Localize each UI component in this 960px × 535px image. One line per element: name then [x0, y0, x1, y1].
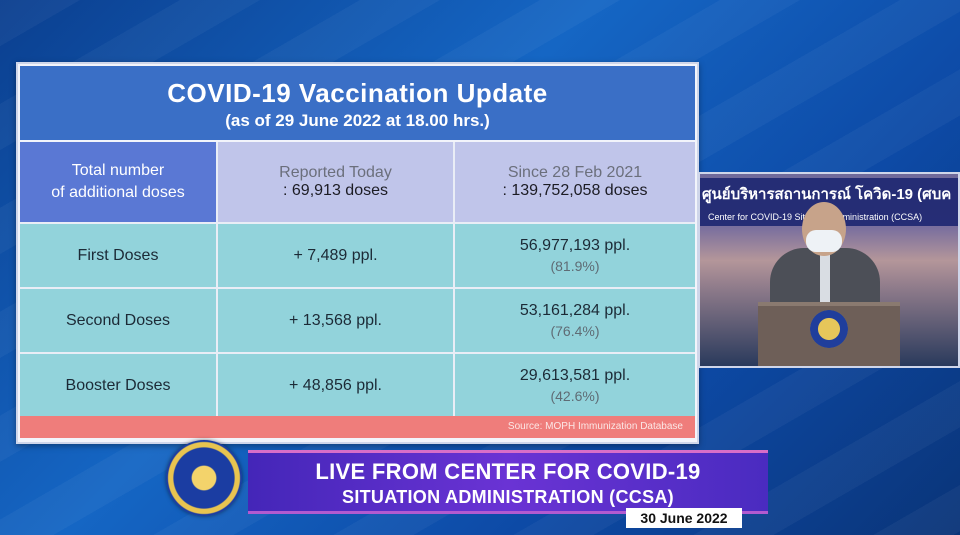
row-total: 56,977,193 ppl.: [519, 236, 631, 254]
row-total: 53,161,284 ppl.: [519, 301, 631, 319]
header-reported-today: Reported Today : 69,913 doses: [218, 142, 455, 222]
header-total-line1: Total number: [71, 162, 165, 179]
panel-title: COVID-19 Vaccination Update: [167, 78, 548, 108]
row-total: 29,613,581 ppl.: [519, 366, 631, 384]
row-label: First Doses: [20, 224, 218, 287]
row-label: Booster Doses: [20, 354, 218, 417]
row-total-cell: 29,613,581 ppl. (42.6%): [455, 354, 695, 417]
header-total-number: Total number of additional doses: [20, 142, 218, 222]
podium-seal-icon: [810, 310, 848, 348]
since-date-value: : 139,752,058 doses: [502, 182, 648, 199]
broadcast-date: 30 June 2022: [626, 508, 742, 528]
row-label: Second Doses: [20, 289, 218, 352]
banner-line2: SITUATION ADMINISTRATION (CCSA): [342, 487, 674, 507]
since-date-label: Since 28 Feb 2021: [507, 164, 643, 181]
live-broadcast-banner: LIVE FROM CENTER FOR COVID-19 SITUATION …: [248, 450, 768, 514]
table-row: First Doses + 7,489 ppl. 56,977,193 ppl.…: [20, 222, 695, 287]
row-total-cell: 53,161,284 ppl. (76.4%): [455, 289, 695, 352]
table-row: Second Doses + 13,568 ppl. 53,161,284 pp…: [20, 287, 695, 352]
header-since-date: Since 28 Feb 2021 : 139,752,058 doses: [455, 142, 695, 222]
speaker-mask: [806, 230, 842, 252]
row-percent: (76.4%): [550, 322, 600, 339]
banner-line1: LIVE FROM CENTER FOR COVID-19: [315, 459, 701, 484]
live-video-feed: ศูนย์บริหารสถานการณ์ โควิด-19 (ศบค Cente…: [698, 172, 960, 368]
government-seal-logo: [166, 440, 242, 516]
row-today: + 7,489 ppl.: [218, 224, 455, 287]
row-total-cell: 56,977,193 ppl. (81.9%): [455, 224, 695, 287]
source-note: Source: MOPH Immunization Database: [20, 416, 695, 438]
video-banner-thai: ศูนย์บริหารสถานการณ์ โควิด-19 (ศบค: [702, 186, 952, 203]
reported-today-value: : 69,913 doses: [283, 182, 388, 199]
header-total-line2: of additional doses: [51, 184, 185, 201]
table-header-row: Total number of additional doses Reporte…: [20, 142, 695, 222]
vaccination-update-panel: COVID-19 Vaccination Update (as of 29 Ju…: [16, 62, 699, 444]
speaker-tie: [820, 254, 830, 310]
row-today: + 48,856 ppl.: [218, 354, 455, 417]
row-percent: (81.9%): [550, 257, 600, 274]
row-today: + 13,568 ppl.: [218, 289, 455, 352]
reported-today-label: Reported Today: [279, 164, 392, 181]
panel-header: COVID-19 Vaccination Update (as of 29 Ju…: [20, 66, 695, 140]
row-percent: (42.6%): [550, 387, 600, 404]
table-row: Booster Doses + 48,856 ppl. 29,613,581 p…: [20, 352, 695, 417]
panel-subtitle: (as of 29 June 2022 at 18.00 hrs.): [225, 111, 490, 130]
